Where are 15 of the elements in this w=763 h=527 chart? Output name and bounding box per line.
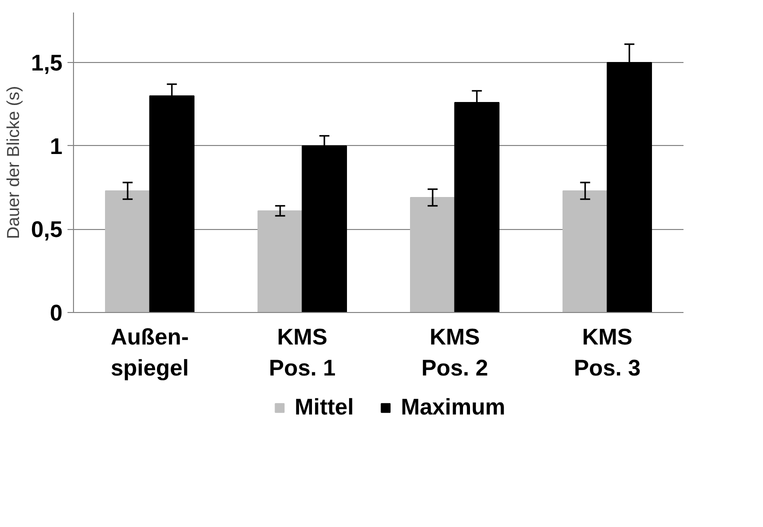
x-tick-label: KMS Pos. 1 — [268, 324, 336, 381]
y-tick-label: 1,5 — [31, 50, 63, 76]
y-tick-label: 0 — [50, 300, 63, 326]
y-tick-label: 0,5 — [31, 216, 63, 242]
bar — [105, 190, 150, 312]
bar — [258, 210, 303, 312]
y-tick-label: 1 — [50, 132, 63, 159]
legend-label: Mittel — [294, 394, 354, 420]
legend-label: Maximum — [400, 394, 506, 420]
bar — [410, 197, 456, 312]
x-tick-label: Außen- spiegel — [110, 324, 189, 381]
bar — [562, 190, 608, 312]
x-tick-label: KMS Pos. 3 — [574, 324, 641, 381]
y-axis-title: Dauer der Blicke (s) — [3, 86, 24, 240]
x-tick-label: KMS Pos. 2 — [421, 324, 488, 381]
